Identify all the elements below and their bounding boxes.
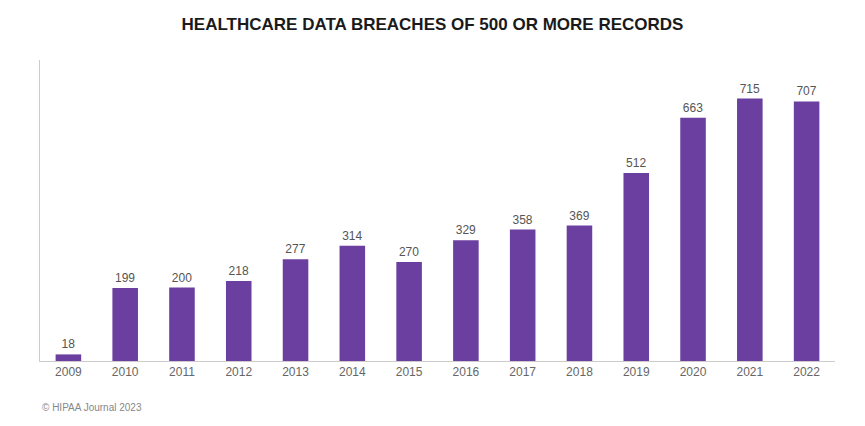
svg-text:2009: 2009 xyxy=(55,365,82,379)
svg-text:369: 369 xyxy=(569,209,589,223)
svg-text:18: 18 xyxy=(62,337,76,351)
svg-text:2020: 2020 xyxy=(680,365,707,379)
svg-text:358: 358 xyxy=(513,213,533,227)
svg-text:329: 329 xyxy=(456,223,476,237)
svg-text:199: 199 xyxy=(115,271,135,285)
svg-text:2012: 2012 xyxy=(225,365,252,379)
svg-text:2019: 2019 xyxy=(623,365,650,379)
svg-text:270: 270 xyxy=(399,245,419,259)
svg-text:512: 512 xyxy=(626,156,646,170)
svg-text:663: 663 xyxy=(683,101,703,115)
svg-text:2015: 2015 xyxy=(396,365,423,379)
svg-text:715: 715 xyxy=(740,82,760,96)
svg-text:2014: 2014 xyxy=(339,365,366,379)
svg-text:314: 314 xyxy=(342,229,362,243)
svg-text:200: 200 xyxy=(172,271,192,285)
svg-text:2016: 2016 xyxy=(453,365,480,379)
svg-text:2013: 2013 xyxy=(282,365,309,379)
svg-text:707: 707 xyxy=(796,84,816,98)
svg-text:277: 277 xyxy=(285,242,305,256)
svg-text:2018: 2018 xyxy=(566,365,593,379)
svg-text:2021: 2021 xyxy=(736,365,763,379)
svg-text:2017: 2017 xyxy=(509,365,536,379)
svg-text:HEALTHCARE DATA BREACHES OF 50: HEALTHCARE DATA BREACHES OF 500 OR MORE … xyxy=(182,15,684,34)
svg-text:218: 218 xyxy=(229,264,249,278)
svg-text:2022: 2022 xyxy=(793,365,820,379)
svg-text:© HIPAA Journal 2023: © HIPAA Journal 2023 xyxy=(42,402,142,413)
svg-text:2011: 2011 xyxy=(169,365,195,379)
svg-text:2010: 2010 xyxy=(112,365,139,379)
